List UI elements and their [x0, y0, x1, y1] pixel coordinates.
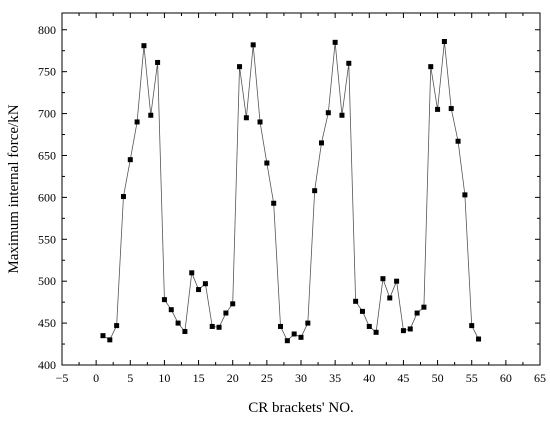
data-point: [168, 307, 174, 313]
data-point: [291, 331, 297, 337]
data-point: [243, 115, 249, 121]
data-point: [332, 39, 338, 45]
data-point: [141, 43, 147, 49]
data-point: [196, 287, 202, 293]
data-point: [298, 334, 304, 340]
data-point: [100, 333, 106, 339]
data-point: [264, 160, 270, 166]
data-point: [305, 320, 311, 326]
x-tick-label: 65: [534, 371, 546, 385]
data-point: [353, 298, 359, 304]
data-point: [223, 310, 229, 316]
data-point: [400, 328, 406, 334]
y-tick-label: 800: [38, 23, 56, 37]
x-tick-label: 60: [500, 371, 512, 385]
data-point: [373, 329, 379, 335]
data-point: [161, 297, 167, 303]
data-point: [339, 112, 345, 118]
data-point: [469, 323, 475, 329]
data-point: [346, 60, 352, 66]
data-point: [155, 59, 161, 65]
data-point: [175, 320, 181, 326]
data-point: [462, 192, 468, 198]
data-point: [448, 106, 454, 112]
x-tick-label: 50: [432, 371, 444, 385]
data-point: [237, 64, 243, 70]
data-point: [209, 323, 215, 329]
data-point: [202, 281, 208, 287]
series-layer: [100, 39, 482, 344]
data-point: [120, 194, 126, 200]
data-point: [387, 295, 393, 301]
x-tick-label: 40: [363, 371, 375, 385]
x-tick-label: 35: [329, 371, 341, 385]
data-point: [127, 157, 133, 163]
tick-labels: −5 0 5 10 15 20 25 30 35 40 45 50 55 60 65 400 450 500 550…: [38, 23, 546, 385]
y-tick-label: 600: [38, 190, 56, 204]
data-point: [216, 324, 222, 330]
y-tick-label: 550: [38, 232, 56, 246]
x-tick-label: 55: [466, 371, 478, 385]
x-tick-label: 20: [227, 371, 239, 385]
y-tick-label: 750: [38, 65, 56, 79]
data-point: [257, 119, 263, 125]
data-point: [421, 304, 427, 310]
y-axis-title: Maximum internal force/kN: [6, 104, 22, 273]
x-tick-label: 45: [397, 371, 409, 385]
data-point: [414, 310, 420, 316]
data-point: [148, 112, 154, 118]
x-tick-label: 15: [193, 371, 205, 385]
data-point: [455, 138, 461, 144]
data-point: [380, 276, 386, 282]
series-line: [102, 41, 479, 342]
x-tick-label: 5: [127, 371, 133, 385]
data-point: [250, 42, 256, 48]
y-tick-label: 700: [38, 107, 56, 121]
data-point: [278, 323, 284, 329]
x-tick-label: 10: [158, 371, 170, 385]
data-point: [476, 336, 482, 342]
axes: [61, 12, 541, 366]
data-point: [318, 140, 324, 146]
x-axis-title: CR brackets' NO.: [248, 400, 354, 416]
data-point: [366, 323, 372, 329]
data-point: [114, 323, 120, 329]
y-tick-label: 450: [38, 316, 56, 330]
data-point: [394, 278, 400, 284]
data-point: [312, 188, 318, 194]
data-point: [271, 200, 277, 206]
data-point: [441, 39, 447, 44]
data-point: [189, 270, 195, 276]
data-point: [107, 337, 113, 343]
y-tick-label: 650: [38, 148, 56, 162]
x-tick-label: 30: [295, 371, 307, 385]
data-point: [134, 119, 140, 125]
data-point: [428, 64, 434, 70]
data-point: [230, 301, 236, 307]
data-point: [284, 338, 290, 344]
data-point: [435, 106, 441, 112]
y-tick-label: 500: [38, 274, 56, 288]
x-tick-label: 25: [261, 371, 273, 385]
x-tick-label: 0: [93, 371, 99, 385]
data-point: [359, 308, 365, 314]
data-point: [407, 326, 413, 332]
data-point: [182, 328, 188, 334]
y-tick-label: 400: [38, 358, 56, 372]
plot-frame: [61, 12, 541, 366]
data-point: [325, 110, 331, 116]
x-tick-label: −5: [56, 371, 69, 385]
